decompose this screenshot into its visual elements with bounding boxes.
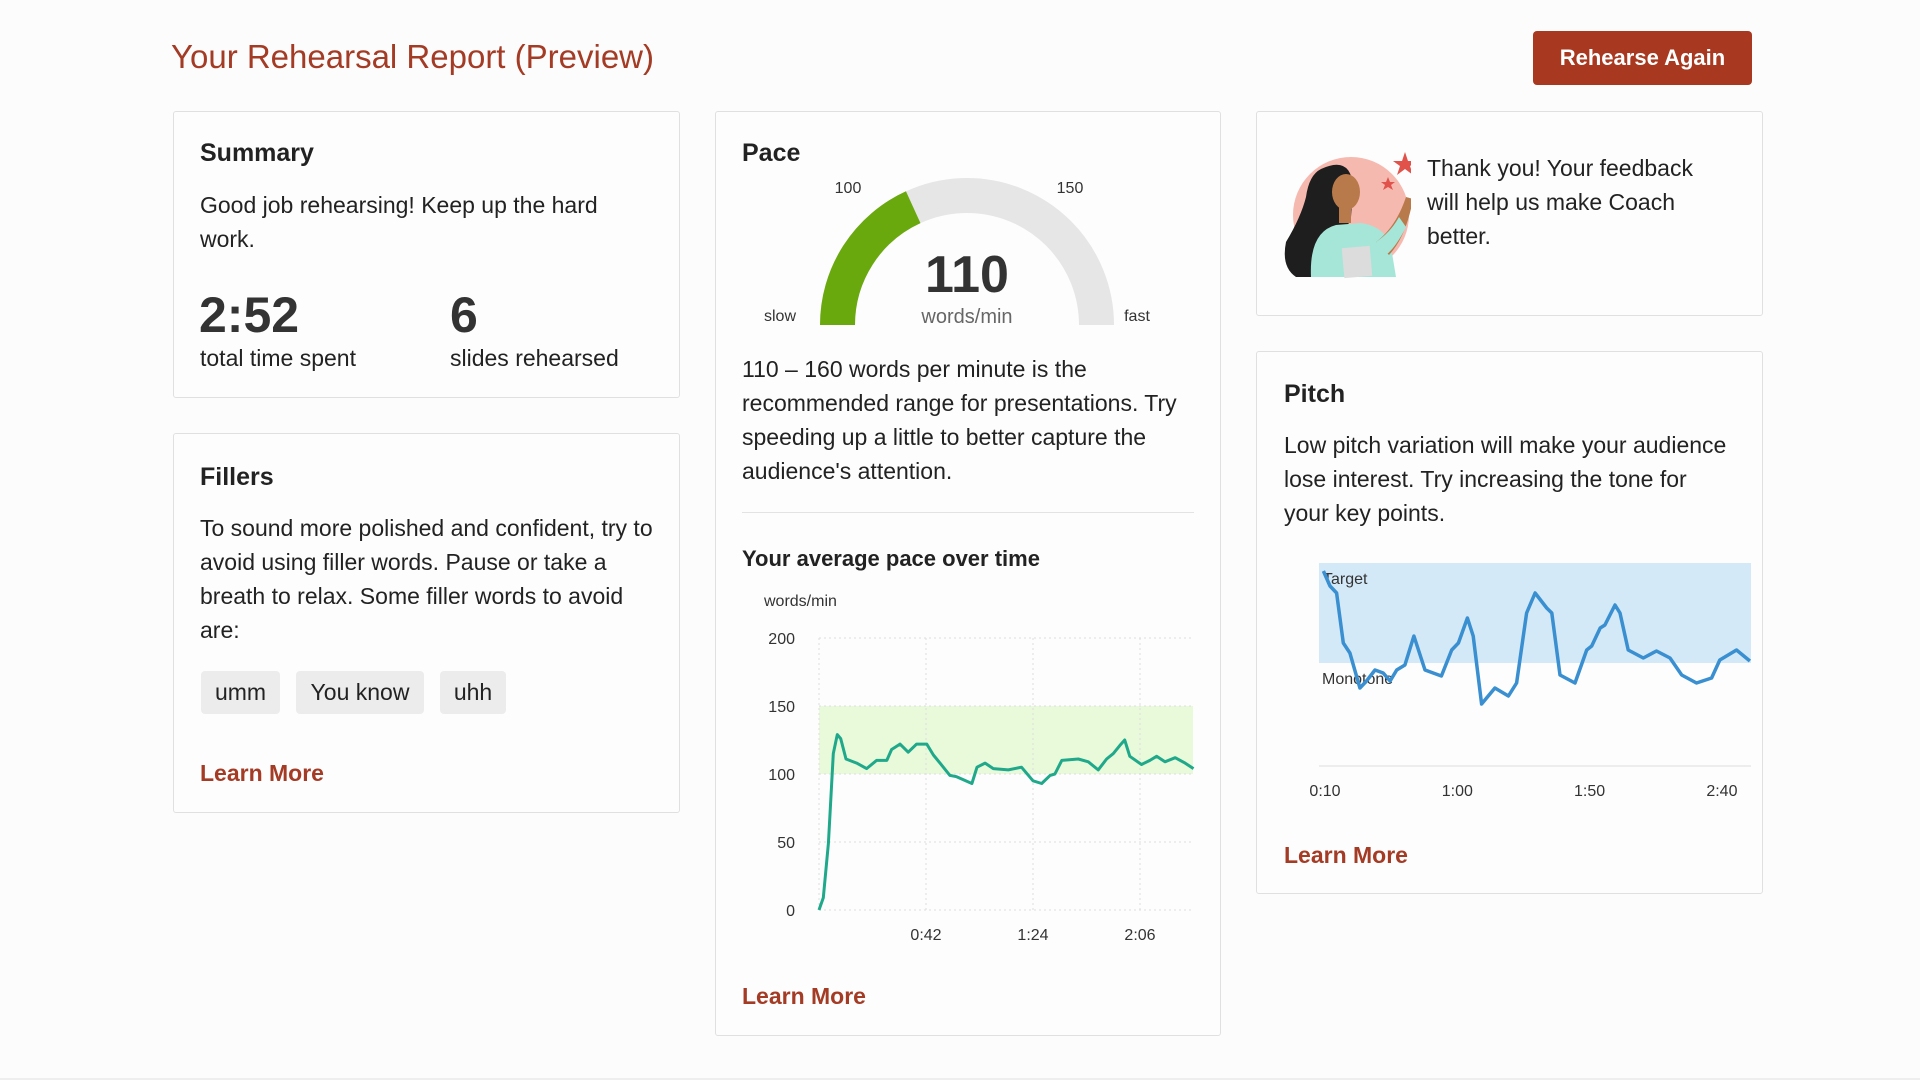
pitch-line [1321,570,1752,706]
x-tick-label: 1:00 [1442,783,1473,800]
gauge-label-100: 100 [835,180,862,197]
total-time-label: total time spent [200,345,356,371]
y-tick-label: 100 [768,767,795,784]
y-tick-label: 50 [777,835,795,852]
page-title: Your Rehearsal Report (Preview) [171,38,654,75]
target-label: Target [1323,571,1368,588]
x-tick-label: 1:24 [1017,927,1048,944]
x-tick-label: 1:50 [1574,783,1605,800]
pace-unit: words/min [920,306,1012,328]
x-tick-label: 2:06 [1124,927,1155,944]
slides-value: 6 [450,287,478,343]
fillers-learn-more-link[interactable]: Learn More [200,760,324,786]
pace-learn-more-link[interactable]: Learn More [742,983,866,1009]
total-time-value: 2:52 [199,287,300,343]
pace-chart-title: Your average pace over time [742,546,1040,571]
pace-divider [742,512,1194,513]
y-tick-label: 0 [786,903,795,920]
bottom-divider [0,1078,1920,1080]
y-tick-label: 200 [768,631,795,648]
filler-word-chip: You know [296,671,424,714]
pitch-learn-more-link[interactable]: Learn More [1284,842,1408,868]
gauge-label-slow: slow [764,308,796,325]
fillers-message: To sound more polished and confident, tr… [200,515,653,643]
y-tick-label: 150 [768,699,795,716]
woman-with-stars-illustration [1284,152,1411,279]
pace-gauge: 100 150 slow fast 110 words/min [764,178,1150,328]
gauge-fill [820,191,921,326]
slides-label: slides rehearsed [450,345,619,371]
pitch-title: Pitch [1284,380,1346,408]
pitch-message: Low pitch variation will make your audie… [1284,432,1727,526]
fillers-card [173,433,680,813]
pace-message: 110 – 160 words per minute is the recomm… [742,356,1177,484]
x-tick-label: 0:42 [910,927,941,944]
x-tick-label: 2:40 [1706,783,1737,800]
pace-value: 110 [925,246,1009,304]
summary-message: Good job rehearsing! Keep up the hard wo… [200,192,598,252]
pace-line [817,733,1195,911]
filler-word-chip: uhh [440,671,506,714]
filler-word-chip: umm [201,671,280,714]
pace-card [715,111,1221,1036]
rehearse-again-button[interactable]: Rehearse Again [1533,31,1752,85]
x-tick-label: 0:10 [1309,783,1340,800]
feedback-message: Thank you! Your feedback will help us ma… [1427,155,1693,249]
pace-chart-ylabel: words/min [764,593,837,610]
target-band [819,706,1193,774]
pace-chart: 0 50 100 150 200 0:42 1:24 2:06 [768,631,1195,944]
summary-title: Summary [200,139,314,167]
gauge-label-150: 150 [1057,180,1084,197]
summary-card [173,111,680,398]
fillers-title: Fillers [200,463,274,491]
gauge-label-fast: fast [1124,308,1150,325]
target-band [1319,563,1751,663]
pace-title: Pace [742,139,801,167]
